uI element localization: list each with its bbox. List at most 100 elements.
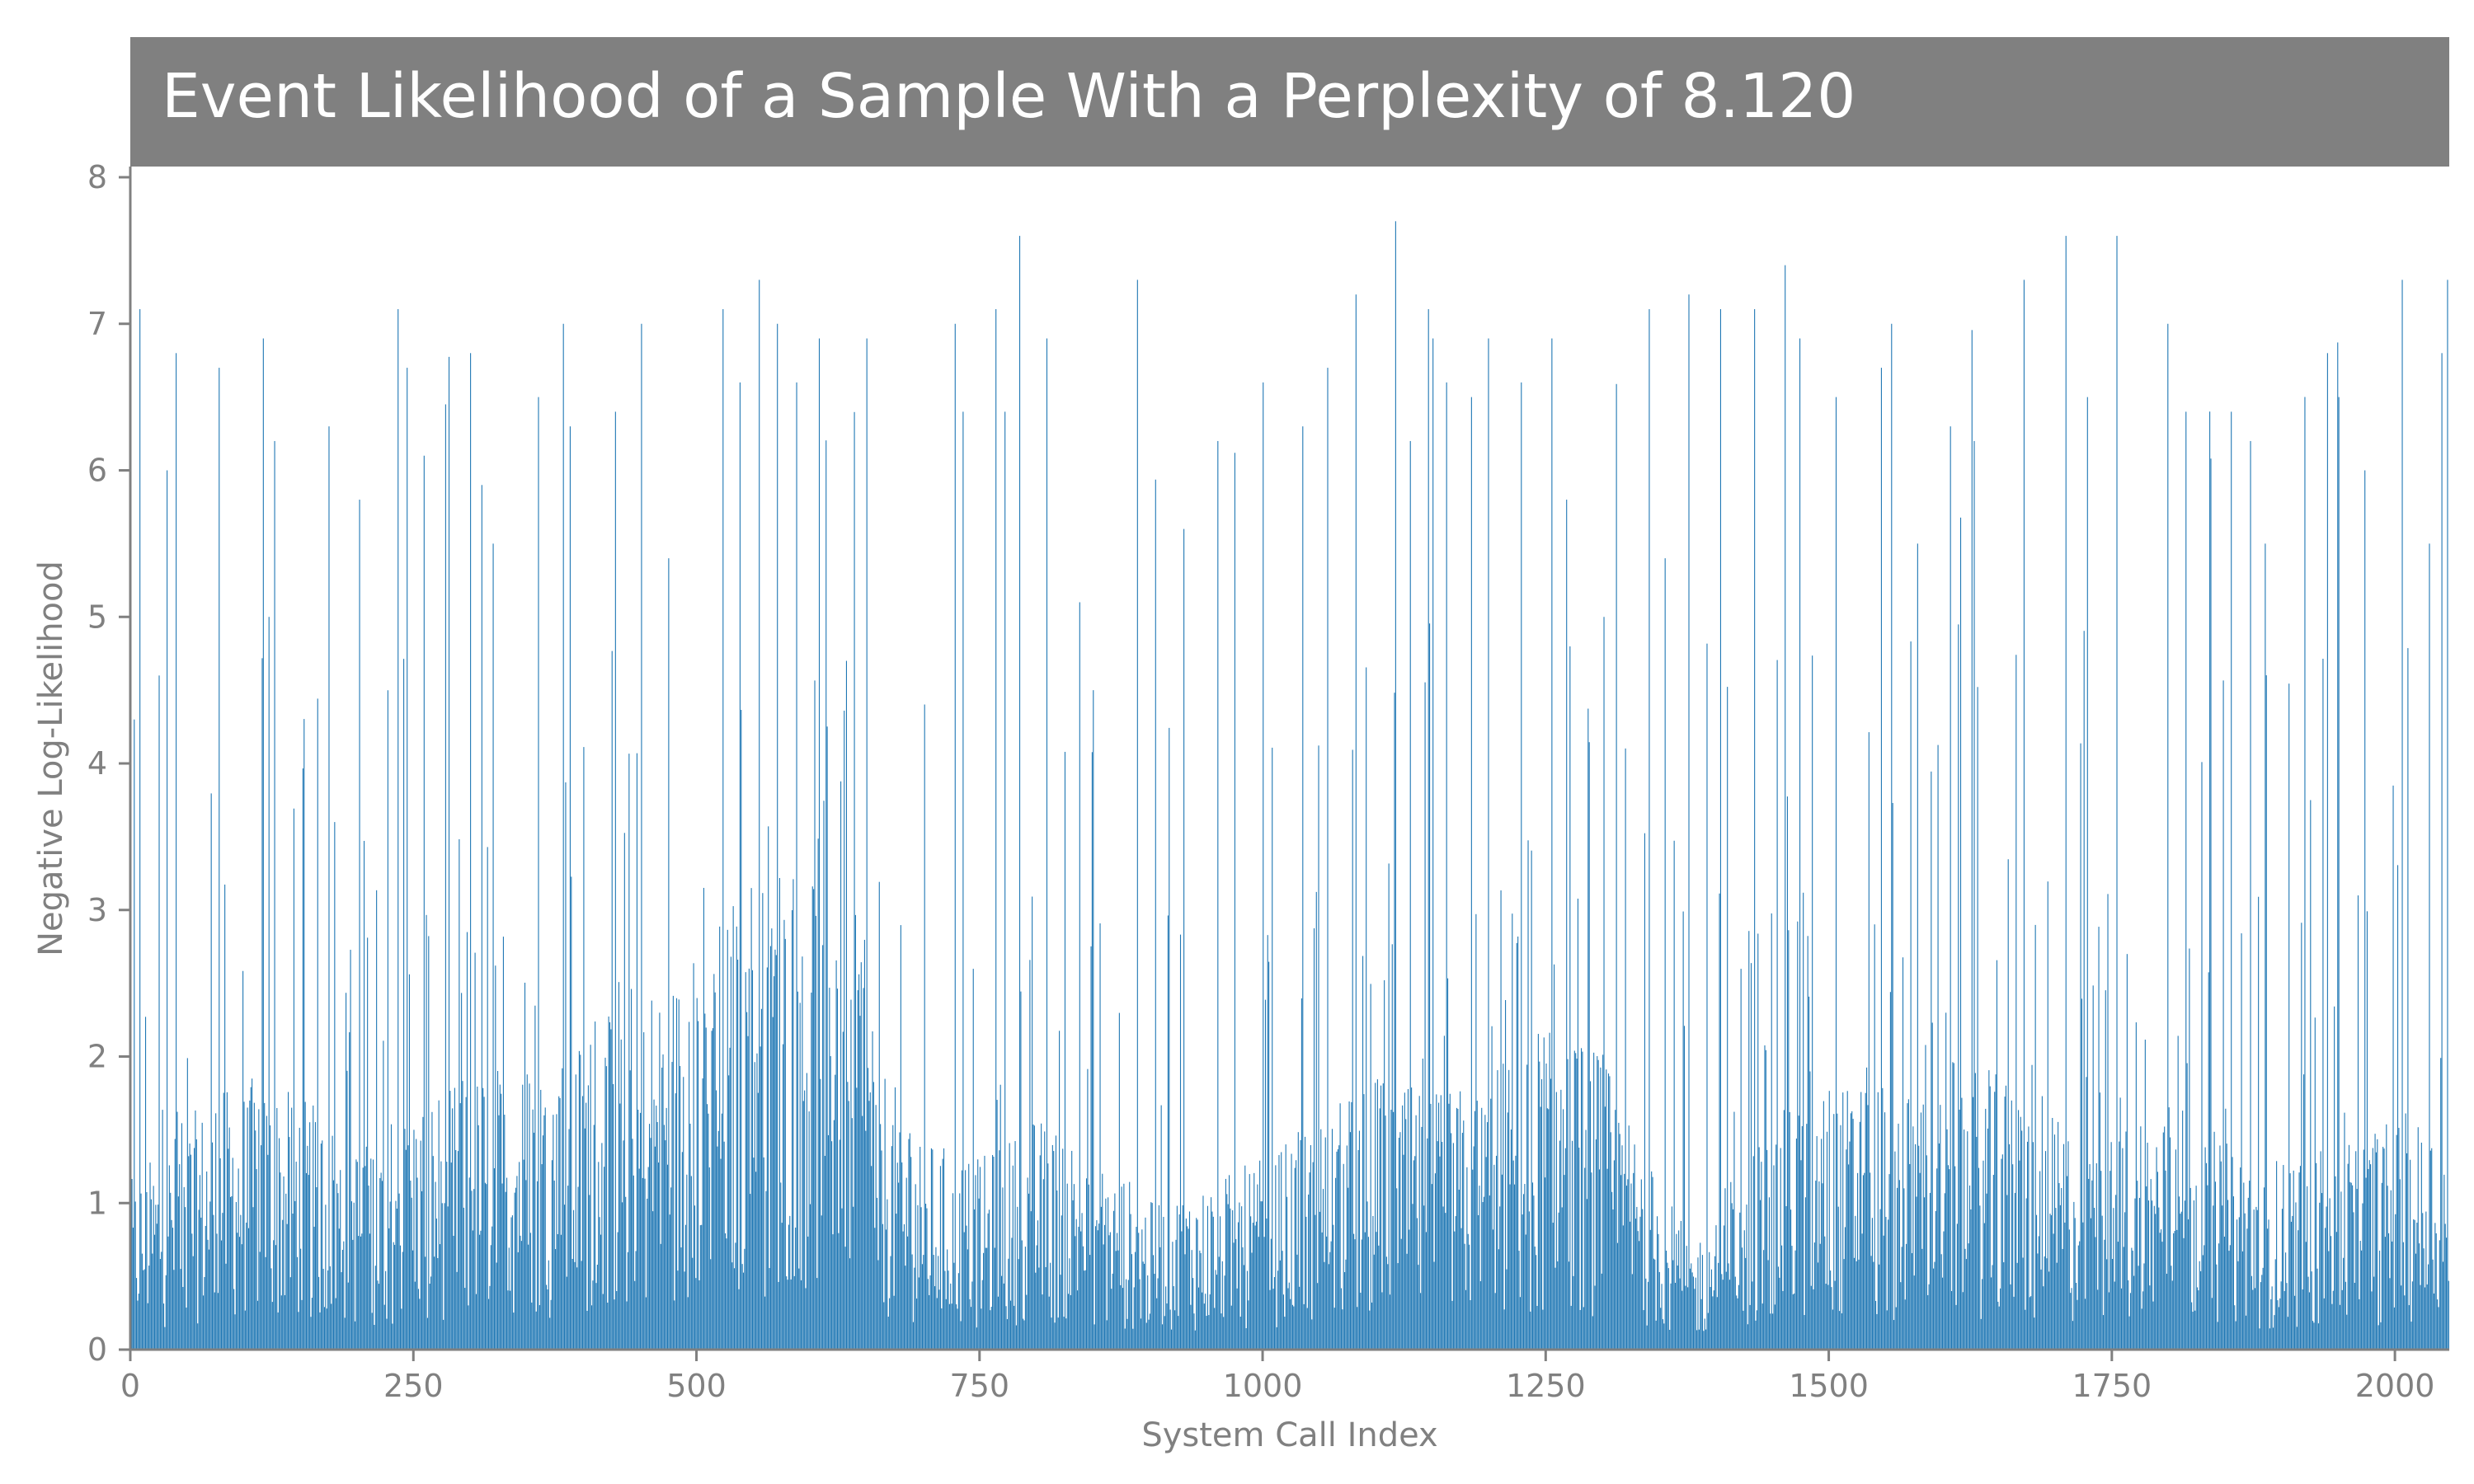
bar [350, 1201, 352, 1350]
bar [1050, 1262, 1051, 1350]
bar [1390, 1110, 1392, 1350]
bar [1270, 1238, 1272, 1350]
bar [165, 1275, 167, 1350]
bar [2164, 1126, 2166, 1350]
bar [405, 1149, 407, 1350]
bar [2279, 1298, 2281, 1350]
bar [1799, 338, 1801, 1350]
bar [468, 1177, 470, 1350]
bar [580, 1054, 581, 1350]
bar [799, 1003, 801, 1350]
bar [362, 1167, 364, 1350]
bar [2062, 1248, 2063, 1350]
bar [1167, 915, 1169, 1350]
bar [1294, 1167, 1296, 1350]
bar [2398, 1128, 2400, 1350]
bar [203, 1295, 205, 1350]
bar [1912, 1126, 1914, 1350]
bar [698, 1280, 700, 1350]
bar [1709, 1252, 1710, 1350]
bar [1743, 1230, 1745, 1350]
bar [1698, 1329, 1700, 1350]
bar [397, 308, 399, 1350]
bar [1606, 1168, 1608, 1350]
bar [1715, 1225, 1717, 1350]
bar [191, 1233, 193, 1350]
bar [1935, 1210, 1936, 1350]
bar [549, 1317, 551, 1350]
bar [2380, 1322, 2382, 1350]
bar [1012, 1165, 1014, 1350]
bar [774, 949, 776, 1350]
bar [1206, 1316, 1207, 1350]
bar [1510, 1129, 1512, 1350]
bar [2301, 923, 2302, 1350]
bar [2323, 1298, 2325, 1350]
chart-title: Event Likelihood of a Sample With a Perp… [162, 61, 1856, 132]
bar [1600, 1067, 1602, 1350]
bar [686, 1174, 688, 1350]
bar [2359, 1241, 2361, 1350]
bar [1792, 1294, 1794, 1350]
bar [1286, 1196, 1288, 1350]
bar [840, 781, 842, 1350]
bar [1023, 1320, 1025, 1350]
bar [2310, 800, 2312, 1350]
bar [1808, 996, 1810, 1350]
bar [1716, 1297, 1718, 1350]
bar [732, 906, 734, 1350]
bar [275, 1245, 276, 1350]
bar [1563, 1109, 1564, 1350]
bar [2131, 1247, 2133, 1350]
bar [2280, 1281, 2282, 1350]
bar [1733, 1111, 1735, 1350]
bar [2247, 1197, 2249, 1350]
bar [1077, 1290, 1079, 1350]
bar [690, 1176, 692, 1350]
bar [1517, 936, 1519, 1350]
bar [1438, 1102, 1440, 1350]
bar [2110, 1142, 2112, 1350]
bar [1090, 946, 1092, 1350]
bar [1030, 1211, 1032, 1350]
bar [1138, 1233, 1140, 1350]
bar [592, 1280, 594, 1350]
bar [1689, 1268, 1691, 1350]
bar [2022, 1257, 2024, 1350]
bar [2219, 1145, 2221, 1350]
bar [874, 1228, 876, 1350]
bar [2298, 1172, 2300, 1350]
bar [882, 1223, 883, 1350]
bar [1616, 1242, 1619, 1350]
bar [1994, 1092, 1996, 1350]
bar [1518, 1251, 1520, 1350]
bar [2065, 236, 2067, 1350]
bar [1099, 923, 1101, 1350]
bar [1875, 1300, 1877, 1350]
bar [975, 1175, 976, 1350]
bar [859, 1016, 861, 1350]
bar [1736, 1295, 1738, 1350]
bar [2232, 1196, 2234, 1350]
bar [2119, 1097, 2121, 1350]
bar [729, 1047, 731, 1350]
bar [482, 1087, 484, 1350]
bar [1317, 1283, 1319, 1350]
bar [881, 1150, 882, 1350]
bar [981, 1280, 983, 1350]
bar [858, 974, 860, 1350]
bar [538, 397, 539, 1350]
bar [1830, 1270, 1832, 1350]
bar [878, 881, 880, 1350]
bar [2396, 1134, 2397, 1350]
bar [1454, 1231, 1456, 1350]
bar [1448, 1103, 1450, 1350]
bar [1646, 1325, 1648, 1350]
bar [1165, 1286, 1167, 1350]
bar [783, 919, 785, 1350]
bar [560, 1234, 562, 1350]
bar [1658, 1271, 1660, 1350]
bar [2296, 1327, 2298, 1350]
bar [1724, 1188, 1726, 1350]
bar [1634, 1144, 1635, 1350]
